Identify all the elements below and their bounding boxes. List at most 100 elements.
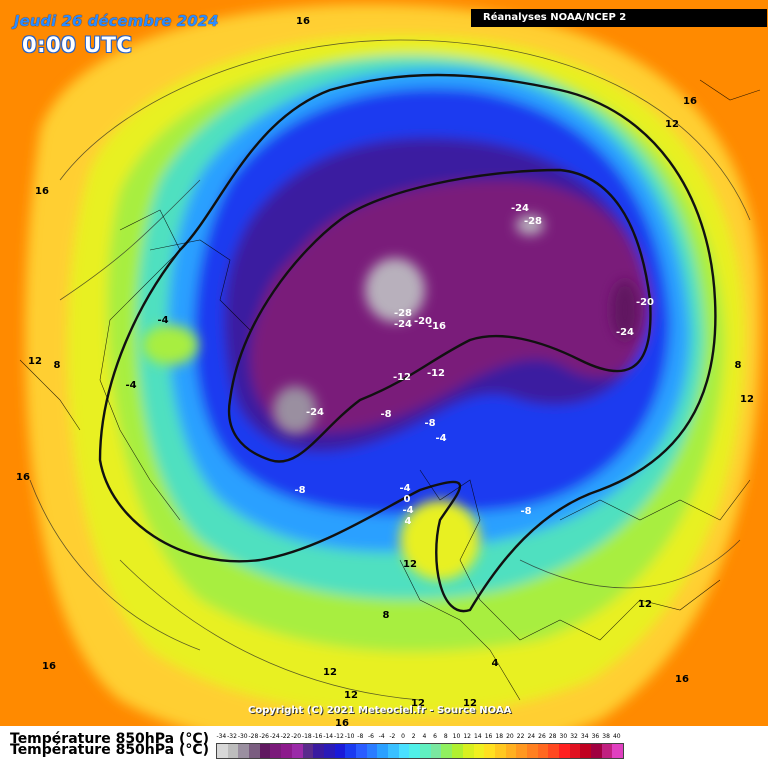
map-label: -20 [414,316,432,327]
legend-tick: 26 [538,733,546,740]
legend-tick: 34 [580,733,589,740]
legend-swatch [494,744,506,758]
map-label: 8 [54,360,61,371]
color-scale: -34 -32 -30 -28 -26 -24 -22 -20 -18 -16 -14 -12 -10-… [216,733,625,763]
legend-swatch [377,744,388,758]
legend-tick: 0 [401,733,405,740]
legend-title-shadow: Température 850hPa (°C) [10,742,210,758]
legend-tick: 32 [570,733,578,740]
map-date: Jeudi 26 décembre 2024 [14,12,219,30]
legend-tick: -8 [357,733,364,740]
map-label: 16 [296,16,310,27]
legend-swatch [462,744,474,758]
legend-swatch [420,744,431,758]
map-label: -12 [393,372,411,383]
legend-tick: 6 [433,733,437,740]
legend-swatch [612,744,624,758]
map-label: -16 [428,321,446,332]
legend-tick: 30 [559,733,568,740]
map-label: -24 [394,319,412,330]
map-label: -4 [125,380,136,391]
legend-tick: 36 [591,733,600,740]
legend-tick: -10 [344,733,355,740]
legend-tick: -24 [269,733,280,740]
map-label: -12 [427,368,445,379]
map-label: -28 [524,216,542,227]
map-label: -8 [424,418,435,429]
legend-tick: -4 [378,733,385,740]
map-label: 8 [383,610,390,621]
copyright-text: Copyright (C) 2021 Meteociel.fr - Source… [248,705,512,716]
map-label: 16 [675,674,689,685]
map-label: -24 [306,407,324,418]
legend-swatch [580,744,592,758]
map-label: -4 [157,315,168,326]
map-label: -8 [294,485,305,496]
map-label: -24 [616,327,634,338]
legend-tick: -12 [334,733,344,740]
map-label: 4 [492,658,499,669]
legend-tick: 22 [516,733,525,740]
map-label: 12 [463,698,477,709]
map-label: 12 [638,599,652,610]
legend-swatch [345,744,356,758]
map-label: 16 [683,96,697,107]
legend-tick: -22 [280,733,291,740]
legend-swatch [355,744,367,758]
legend-tick: -28 [248,733,259,740]
legend-title: Température 850hPa (°C) [10,731,210,747]
legend-swatch [516,744,527,758]
legend-swatch [484,744,495,758]
legend-tick: 10 [452,733,461,740]
legend-swatch [398,744,410,758]
legend-swatch [537,744,549,758]
legend-tick: -18 [301,733,312,740]
legend-tick: -34 [216,733,227,740]
map-label: 12 [740,394,754,405]
legend-tick: -30 [237,733,248,740]
map-label: -20 [636,297,654,308]
legend-swatch [559,744,570,758]
map-label: 8 [735,360,742,371]
legend-tick: 24 [527,733,536,740]
legend-swatch [569,744,581,758]
legend-swatch [473,744,485,758]
legend-tick: 4 [422,733,427,740]
legend-tick: -20 [291,733,302,740]
map-label: 12 [665,119,679,130]
legend-tick: 14 [474,733,482,740]
map-label: 12 [28,356,42,367]
legend-swatch [323,744,335,758]
map-label: -8 [520,506,531,517]
legend-tick: 12 [463,733,471,740]
legend-swatch [227,744,239,758]
map-label: 16 [335,718,349,729]
legend-swatch [334,744,346,758]
legend-swatch [430,744,442,758]
legend-tick: -6 [367,733,374,740]
legend-tick: -2 [389,733,396,740]
legend-swatch [409,744,421,758]
map-label: 16 [42,661,56,672]
map-label: -4 [435,433,446,444]
map-label: 16 [35,186,49,197]
legend-swatch [249,744,260,758]
legend-tick: -32 [227,733,237,740]
map-time: 0:00 UTC [22,33,133,57]
legend-tick: 16 [484,733,493,740]
legend-tick: 40 [612,733,621,740]
legend-swatch [505,744,517,758]
legend-tick: 18 [495,733,504,740]
legend-swatch [238,744,250,758]
map-label: 12 [403,559,417,570]
map-label: -8 [380,409,391,420]
legend-swatch [302,744,314,758]
legend-swatch [270,744,282,758]
map-label: 12 [411,698,425,709]
legend-swatch [548,744,559,758]
legend-swatch [452,744,463,758]
legend-swatch [313,744,324,758]
legend-tick: 2 [411,733,416,740]
legend-swatch [441,744,453,758]
